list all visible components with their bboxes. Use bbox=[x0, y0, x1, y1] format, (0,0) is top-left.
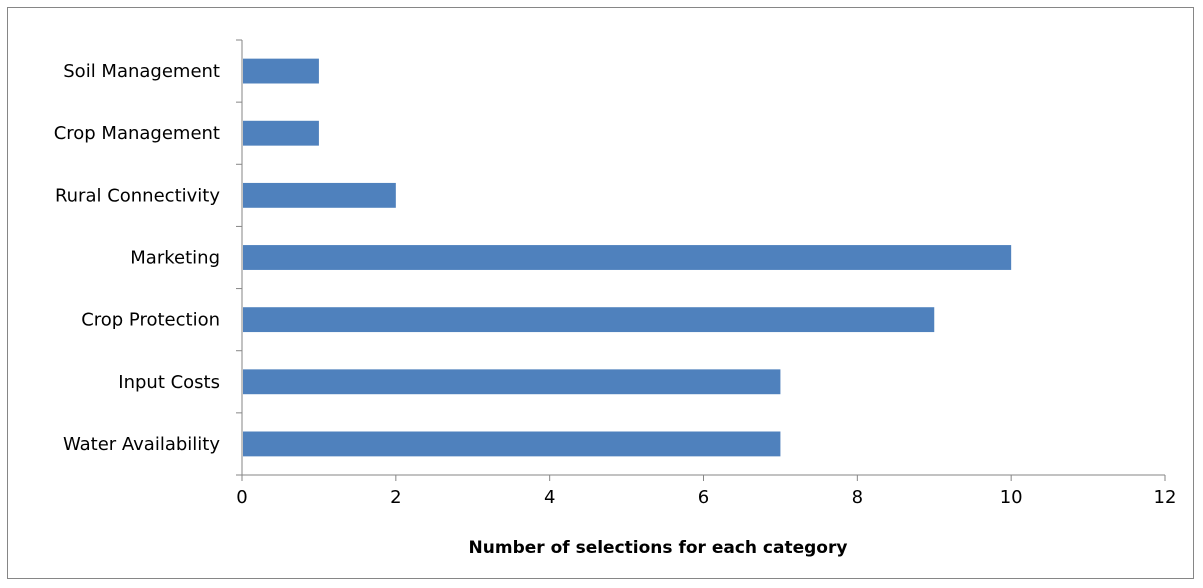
x-tick-label: 2 bbox=[390, 487, 401, 508]
bar-soil-management bbox=[243, 58, 319, 84]
x-tick-label: 0 bbox=[236, 487, 247, 508]
category-label: Rural Connectivity bbox=[55, 185, 220, 206]
x-tick-label: 8 bbox=[852, 487, 863, 508]
category-labels: Soil Management Crop Management Rural Conn… bbox=[54, 61, 221, 455]
bar-crop-management bbox=[243, 120, 319, 146]
bar-marketing bbox=[243, 245, 1012, 270]
x-tick-label: 6 bbox=[698, 487, 709, 508]
category-label: Soil Management bbox=[63, 61, 220, 82]
x-tick-label: 10 bbox=[1000, 487, 1023, 508]
category-label: Water Availability bbox=[63, 434, 220, 455]
bar-rural-connectivity bbox=[243, 182, 396, 208]
tick-labels: 0 2 4 6 8 10 12 bbox=[236, 487, 1176, 508]
category-label: Crop Management bbox=[54, 123, 220, 144]
bar-input-costs bbox=[243, 369, 781, 395]
x-tick-label: 4 bbox=[544, 487, 555, 508]
category-label: Marketing bbox=[130, 248, 220, 269]
bar-water-availability bbox=[243, 431, 781, 457]
category-label: Crop Protection bbox=[81, 310, 220, 331]
bars-group bbox=[243, 58, 1012, 457]
bar-crop-protection bbox=[243, 307, 935, 333]
axes-group bbox=[236, 39, 1166, 481]
x-axis-title: Number of selections for each category bbox=[469, 538, 848, 558]
chart-frame bbox=[7, 7, 1194, 579]
x-tick-label: 12 bbox=[1154, 487, 1177, 508]
category-label: Input Costs bbox=[118, 372, 220, 393]
